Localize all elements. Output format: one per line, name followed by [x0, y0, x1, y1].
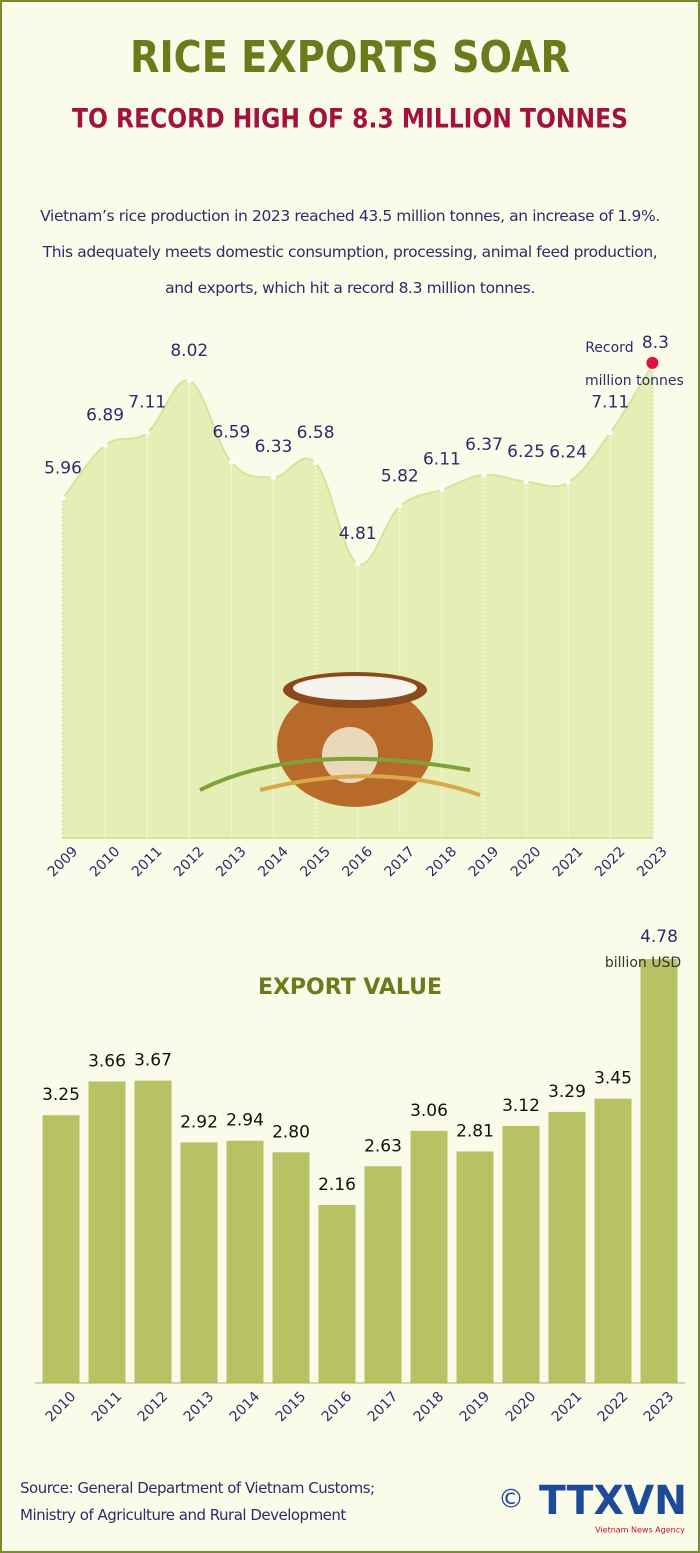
annotation: Record — [585, 340, 633, 356]
source-line: Ministry of Agriculture and Rural Develo… — [20, 1506, 346, 1524]
value-label: 5.82 — [381, 466, 419, 486]
value-label: 3.66 — [88, 1051, 126, 1071]
value-label: 5.96 — [44, 458, 82, 478]
value-label: 3.29 — [548, 1082, 586, 1102]
point — [646, 356, 659, 369]
point — [607, 430, 613, 436]
bar — [364, 1166, 402, 1383]
bar — [272, 1152, 310, 1383]
bar — [502, 1125, 540, 1383]
intro-box: Vietnam’s rice production in 2023 reache… — [40, 207, 660, 297]
value-label: 4.81 — [339, 524, 377, 544]
intro: Vietnam’s rice production in 2023 reache… — [40, 207, 660, 297]
bar — [456, 1151, 494, 1383]
annotation: million tonnes — [585, 373, 684, 389]
value-label: 6.89 — [86, 405, 124, 425]
point — [523, 479, 529, 485]
value-label: 6.33 — [255, 437, 293, 457]
value-label: 7.11 — [128, 393, 166, 413]
point — [271, 474, 276, 480]
value-label: 6.24 — [549, 442, 587, 462]
point — [102, 442, 108, 448]
logo-text: TTXVN — [539, 1478, 687, 1524]
value-label: 6.25 — [507, 442, 545, 462]
point — [439, 487, 445, 493]
value-label: 4.78 — [640, 927, 678, 947]
source-box: Source: General Department of Vietnam Cu… — [20, 1479, 375, 1524]
value-label: 6.58 — [297, 423, 335, 443]
bar — [226, 1140, 264, 1383]
point — [565, 479, 571, 485]
value-label: 2.63 — [364, 1136, 402, 1156]
title: RICE EXPORTS SOAR — [130, 32, 570, 83]
value-label: 2.94 — [226, 1111, 264, 1131]
bar — [548, 1111, 586, 1383]
bar — [42, 1115, 80, 1383]
point — [355, 561, 361, 567]
value-label: 6.11 — [423, 450, 461, 470]
point — [228, 459, 234, 465]
point — [481, 472, 487, 478]
value-label: 3.67 — [134, 1051, 172, 1071]
point — [313, 460, 319, 466]
point — [60, 495, 66, 501]
bar — [640, 959, 678, 1383]
value-label: 6.59 — [212, 422, 250, 442]
value-label: 3.06 — [410, 1101, 448, 1121]
bar — [318, 1205, 356, 1383]
value-label: 3.25 — [42, 1085, 80, 1105]
logo-symbol: © — [498, 1485, 524, 1515]
chart-title: EXPORT VALUE — [258, 975, 442, 1000]
value-label: 2.92 — [180, 1112, 218, 1132]
logo-subtext: Vietnam News Agency — [595, 1526, 685, 1535]
value-label: 8.3 — [642, 333, 669, 353]
value-label: 2.16 — [318, 1175, 356, 1195]
point — [144, 430, 150, 436]
bar — [180, 1142, 218, 1383]
value-label: 7.11 — [591, 393, 629, 413]
value-label: 8.02 — [170, 341, 208, 361]
annotation: billion USD — [605, 955, 681, 971]
bar — [88, 1081, 126, 1383]
bar — [594, 1098, 632, 1383]
subtitle: TO RECORD HIGH OF 8.3 MILLION TONNES — [72, 104, 628, 135]
value-label: 3.12 — [502, 1096, 540, 1116]
value-label: 2.80 — [272, 1122, 310, 1142]
bar — [134, 1080, 172, 1383]
value-label: 2.81 — [456, 1121, 494, 1141]
bar — [410, 1130, 448, 1383]
value-label: 3.45 — [594, 1069, 632, 1089]
source-line: Source: General Department of Vietnam Cu… — [20, 1479, 375, 1497]
rice-sack — [199, 672, 481, 807]
point — [397, 503, 403, 509]
value-label: 6.37 — [465, 435, 503, 455]
point — [186, 378, 192, 384]
